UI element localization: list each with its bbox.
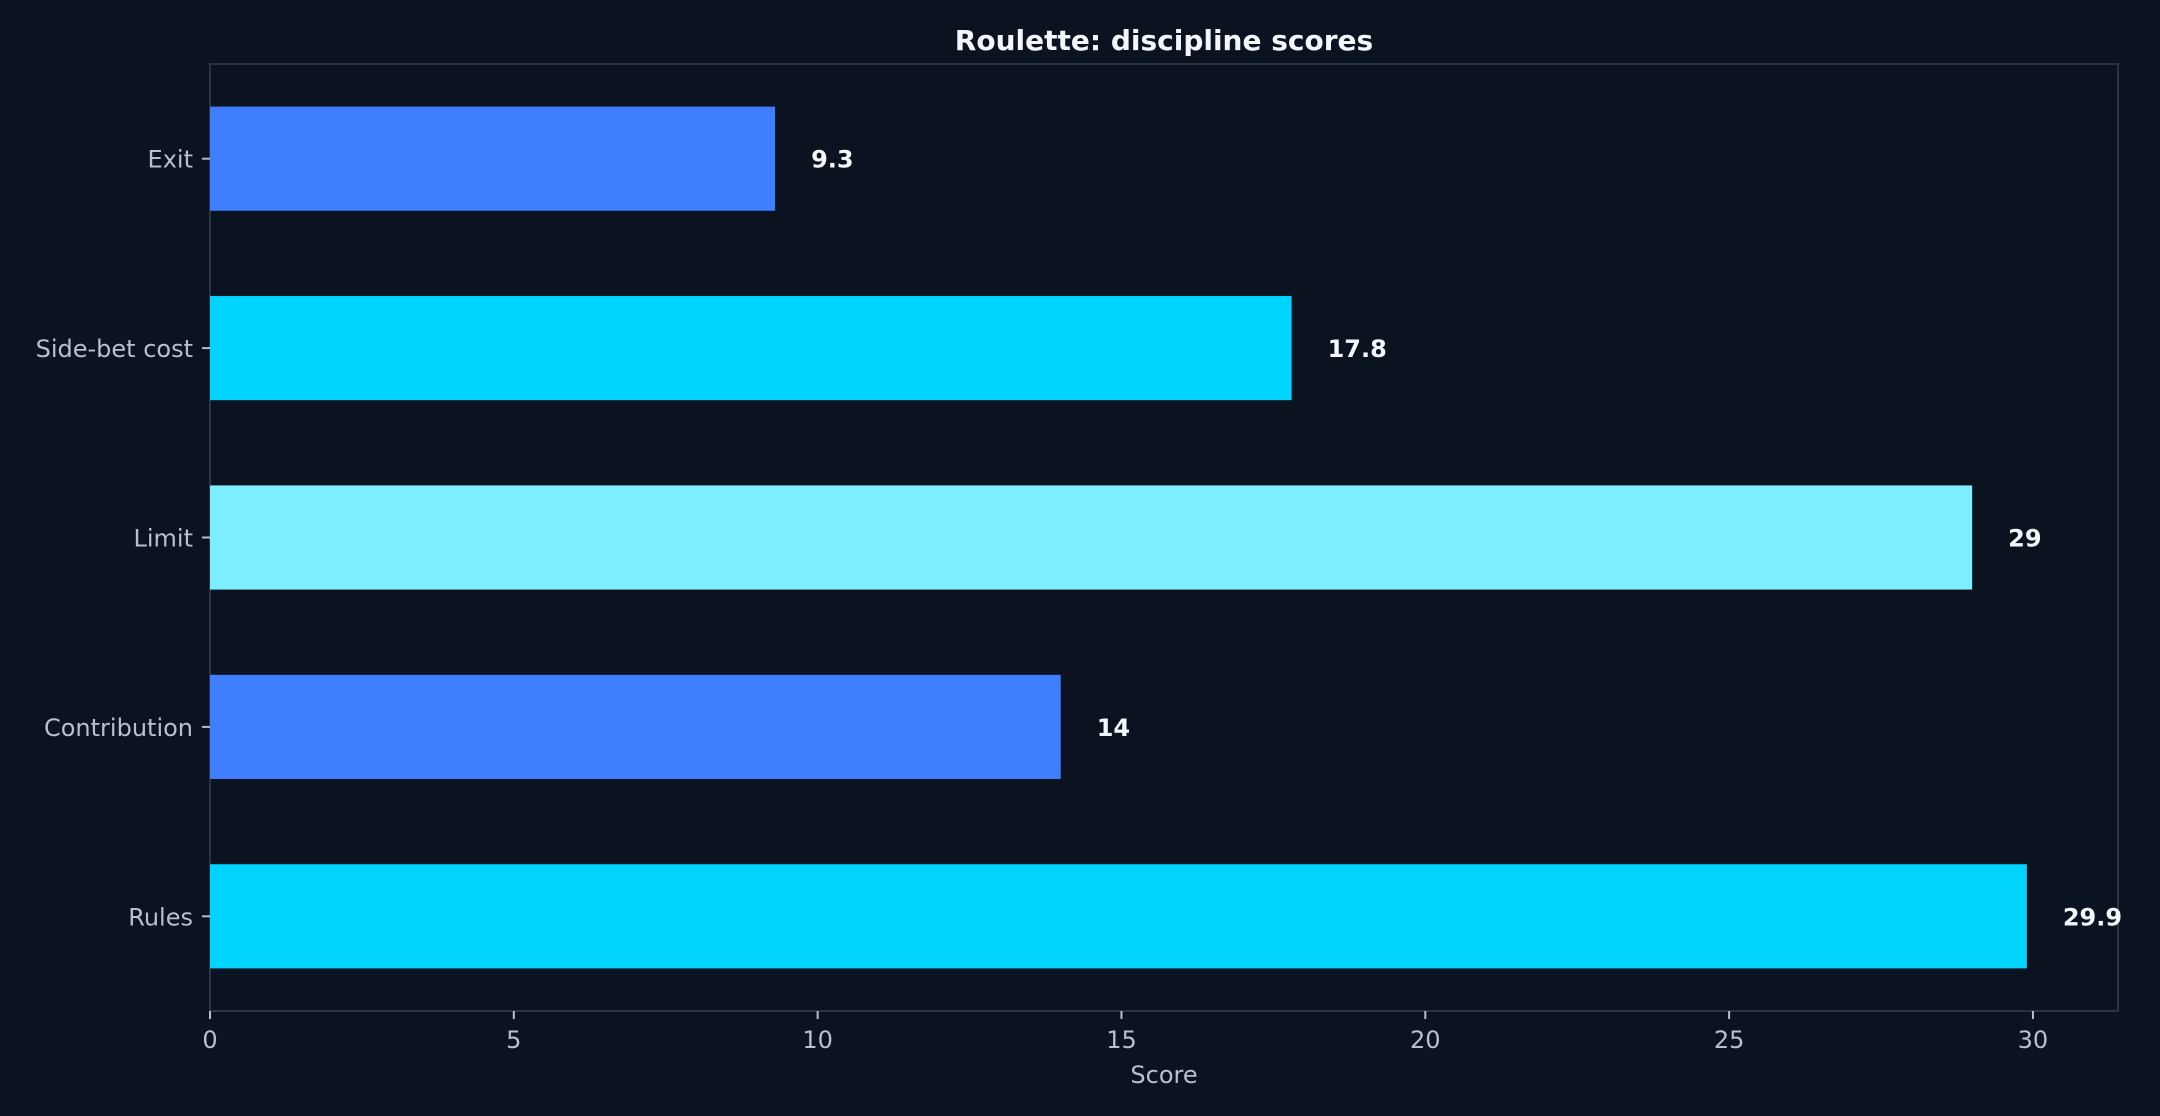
value-labels: 9.3 17.8 29 14 29.9 (811, 146, 2122, 932)
x-tick-label: 20 (1410, 1026, 1441, 1054)
bar-contribution (210, 674, 1061, 779)
category-label: Side-bet cost (36, 335, 193, 363)
bar-rules (210, 864, 2027, 969)
x-axis-label: Score (1130, 1061, 1197, 1089)
x-tick-label: 30 (2018, 1026, 2049, 1054)
x-tick-label: 15 (1106, 1026, 1137, 1054)
x-axis-ticks: 0 5 10 15 20 25 30 (202, 1011, 2048, 1054)
category-labels: Exit Side-bet cost Limit Contribution Rules (36, 146, 210, 931)
x-tick-label: 5 (506, 1026, 521, 1054)
x-tick-label: 25 (1714, 1026, 1745, 1054)
category-label: Exit (148, 146, 193, 174)
chart-title: Roulette: discipline scores (955, 24, 1373, 57)
value-label: 9.3 (811, 146, 854, 174)
bar-exit (210, 106, 776, 211)
value-label: 14 (1097, 714, 1130, 742)
category-label: Contribution (44, 714, 193, 742)
bar-limit (210, 485, 1973, 590)
bars-group (210, 106, 2027, 969)
value-label: 29 (2008, 525, 2041, 553)
x-tick-label: 0 (202, 1026, 217, 1054)
x-tick-label: 10 (802, 1026, 833, 1054)
value-label: 29.9 (2063, 903, 2122, 931)
bar-side-bet-cost (210, 296, 1292, 401)
category-label: Rules (128, 903, 193, 931)
value-label: 17.8 (1328, 335, 1387, 363)
category-label: Limit (134, 525, 194, 553)
